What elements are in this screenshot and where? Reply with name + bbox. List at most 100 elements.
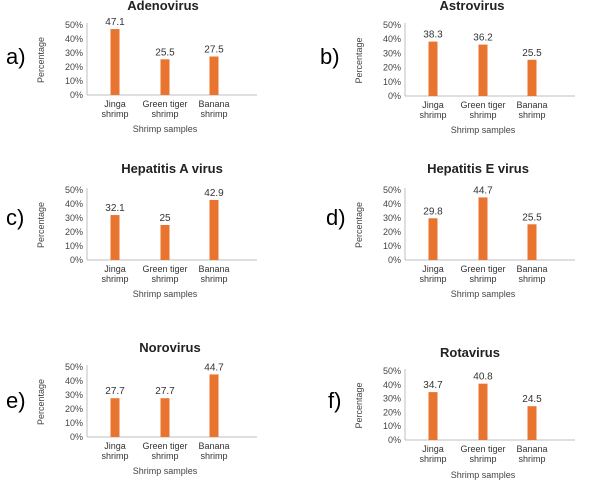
chart-panel: d) Hepatitis E virus 0% 10% 20% 30% 40% 50% Perc… [326,161,575,299]
y-tick-label: 20% [65,404,83,414]
x-tick-label: Banana [198,99,229,109]
bar [428,392,438,440]
x-tick-label: shrimp [469,454,496,464]
data-label: 40.8 [473,372,493,383]
y-tick-label: 0% [70,90,83,100]
bar [110,215,120,260]
x-axis-label: Shrimp samples [451,289,516,299]
x-tick-label: Jinga [422,444,444,454]
y-axis-label: Percentage [354,202,364,248]
y-tick-label: 30% [65,390,83,400]
x-tick-label: Green tiger [460,264,505,274]
bar [527,406,537,440]
data-label: 38.3 [423,30,443,41]
x-axis-label: Shrimp samples [451,125,516,135]
x-tick-label: shrimp [419,454,446,464]
bar [160,398,170,437]
x-tick-label: shrimp [101,451,128,461]
y-tick-label: 50% [65,185,83,195]
y-tick-label: 30% [383,48,401,58]
y-tick-label: 40% [383,199,401,209]
chart-title: Rotavirus [440,345,500,360]
data-label: 25 [159,213,171,224]
x-tick-label: Jinga [422,264,444,274]
y-tick-label: 40% [383,380,401,390]
x-axis-label: Shrimp samples [133,466,198,476]
x-tick-label: Banana [198,441,229,451]
bar [209,199,219,260]
y-tick-label: 10% [383,241,401,251]
y-tick-label: 30% [383,394,401,404]
chart-title: Adenovirus [127,0,199,13]
data-label: 27.5 [204,45,224,56]
y-tick-label: 0% [388,91,401,101]
bar [527,224,537,260]
x-tick-label: Jinga [104,99,126,109]
chart-title: Hepatitis E virus [427,161,529,176]
x-tick-label: Green tiger [142,264,187,274]
y-tick-label: 0% [70,255,83,265]
data-label: 34.7 [423,380,443,391]
chart-title: Astrovirus [439,0,504,13]
y-tick-label: 0% [388,435,401,445]
data-label: 29.8 [423,206,443,217]
chart-title: Hepatitis A virus [121,161,223,176]
x-tick-label: Banana [516,100,547,110]
x-axis-label: Shrimp samples [133,289,198,299]
x-tick-label: Banana [516,444,547,454]
y-tick-label: 10% [383,421,401,431]
bar [428,41,438,96]
bar [478,197,488,260]
x-axis-label: Shrimp samples [451,470,516,480]
y-tick-label: 50% [65,362,83,372]
x-tick-label: Jinga [422,100,444,110]
data-label: 25.5 [522,212,542,223]
y-tick-label: 20% [65,62,83,72]
x-tick-label: shrimp [200,451,227,461]
y-tick-label: 10% [65,76,83,86]
panel-letter: f) [328,388,341,413]
x-axis-label: Shrimp samples [133,124,198,134]
chart-title: Norovirus [139,340,200,355]
y-tick-label: 0% [388,255,401,265]
y-tick-label: 40% [65,34,83,44]
x-tick-label: shrimp [419,274,446,284]
data-label: 25.5 [155,47,175,58]
x-tick-label: shrimp [419,110,446,120]
panel-letter: b) [320,44,340,69]
x-tick-label: Green tiger [460,444,505,454]
x-tick-label: shrimp [200,109,227,119]
y-tick-label: 40% [65,376,83,386]
data-label: 27.7 [105,386,125,397]
data-label: 44.7 [473,185,493,196]
bar [160,59,170,95]
x-tick-label: Jinga [104,441,126,451]
data-label: 42.9 [204,188,224,199]
panel-letter: e) [6,388,26,413]
y-tick-label: 10% [65,241,83,251]
y-tick-label: 20% [65,227,83,237]
chart-panel: c) Hepatitis A virus 0% 10% 20% 30% 40% 50% Perc… [6,161,257,299]
y-tick-label: 20% [383,227,401,237]
x-tick-label: Green tiger [460,100,505,110]
data-label: 27.7 [155,386,175,397]
chart-panel: e) Norovirus 0% 10% 20% 30% 40% 50% Percentage 27… [6,340,257,476]
bar [428,218,438,260]
data-label: 25.5 [522,48,542,59]
panel-letter: a) [6,44,26,69]
bar [478,44,488,96]
y-axis-label: Percentage [36,202,46,248]
bar [160,225,170,260]
y-tick-label: 50% [383,366,401,376]
chart-panel: f) Rotavirus 0% 10% 20% 30% 40% 50% Percentage 34… [328,345,575,480]
chart-panel: b) Astrovirus 0% 10% 20% 30% 40% 50% Percentage 3… [320,0,575,135]
y-axis-label: Percentage [354,382,364,428]
panel-letter: d) [326,205,346,230]
x-tick-label: shrimp [469,274,496,284]
chart-panel: a) Adenovirus 0% 10% 20% 30% 40% 50% Percentage 4… [6,0,257,134]
x-tick-label: shrimp [200,274,227,284]
y-tick-label: 40% [65,199,83,209]
y-tick-label: 30% [383,213,401,223]
y-tick-label: 50% [65,20,83,30]
